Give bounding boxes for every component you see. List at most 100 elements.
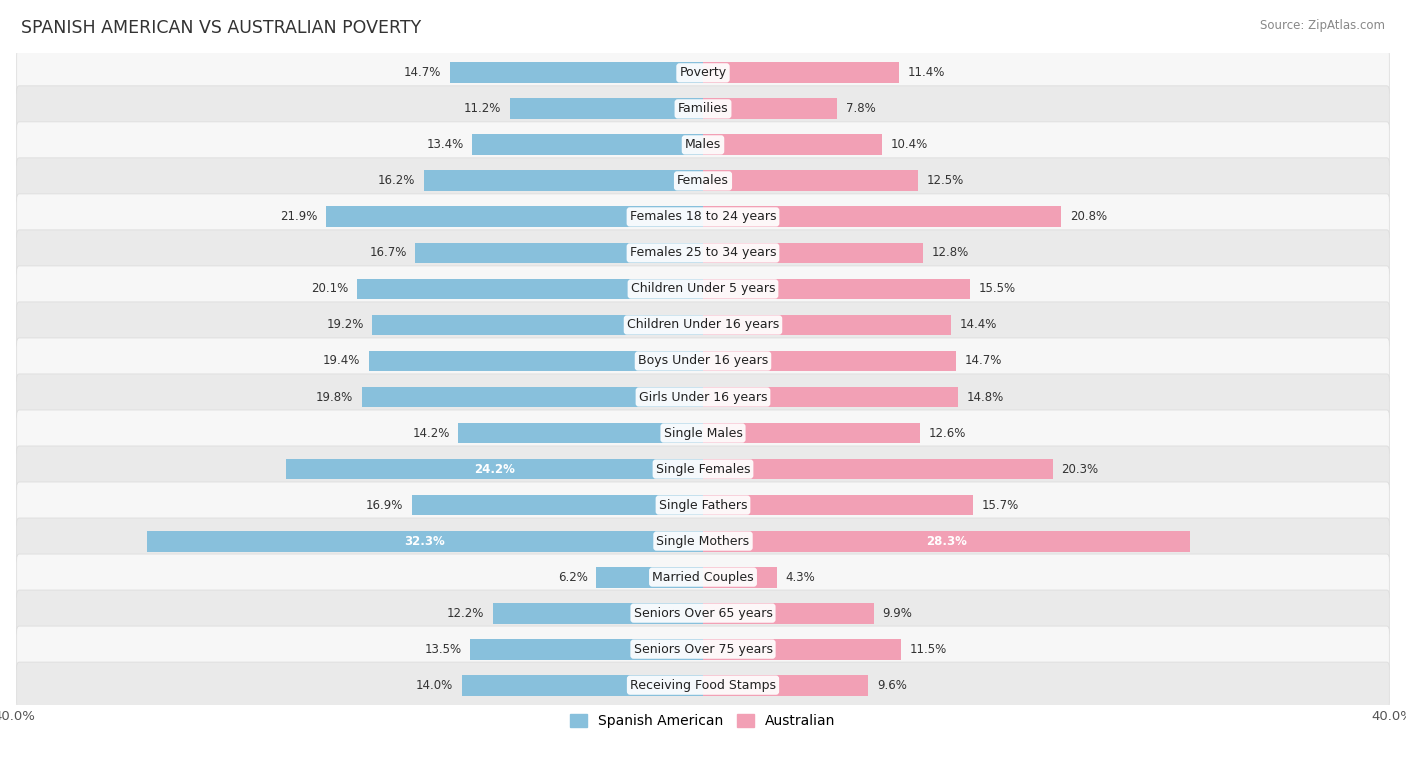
Text: 6.2%: 6.2%	[558, 571, 588, 584]
Bar	[357, 278, 703, 299]
Text: Females 25 to 34 years: Females 25 to 34 years	[630, 246, 776, 259]
Text: 15.5%: 15.5%	[979, 283, 1015, 296]
Text: 12.6%: 12.6%	[928, 427, 966, 440]
Text: 11.2%: 11.2%	[464, 102, 502, 115]
Text: 20.1%: 20.1%	[311, 283, 349, 296]
Text: Receiving Food Stamps: Receiving Food Stamps	[630, 678, 776, 691]
Text: 13.5%: 13.5%	[425, 643, 461, 656]
FancyBboxPatch shape	[17, 230, 1389, 276]
Bar	[703, 134, 882, 155]
Bar	[703, 495, 973, 515]
Bar	[361, 387, 703, 408]
Text: 10.4%: 10.4%	[891, 139, 928, 152]
Text: Girls Under 16 years: Girls Under 16 years	[638, 390, 768, 403]
Bar	[703, 567, 778, 587]
Bar	[458, 422, 703, 443]
Text: Single Mothers: Single Mothers	[657, 534, 749, 547]
Bar	[703, 315, 950, 336]
Bar	[703, 603, 873, 624]
Text: 4.3%: 4.3%	[786, 571, 815, 584]
Bar	[510, 99, 703, 119]
Bar	[326, 206, 703, 227]
FancyBboxPatch shape	[17, 482, 1389, 528]
Text: Children Under 16 years: Children Under 16 years	[627, 318, 779, 331]
FancyBboxPatch shape	[17, 50, 1389, 96]
Bar	[596, 567, 703, 587]
FancyBboxPatch shape	[17, 302, 1389, 348]
Bar	[461, 675, 703, 696]
Text: Females 18 to 24 years: Females 18 to 24 years	[630, 211, 776, 224]
Text: 12.5%: 12.5%	[927, 174, 965, 187]
Text: Single Fathers: Single Fathers	[659, 499, 747, 512]
Text: 7.8%: 7.8%	[846, 102, 876, 115]
Text: 16.9%: 16.9%	[366, 499, 404, 512]
Text: 14.2%: 14.2%	[412, 427, 450, 440]
Text: Single Females: Single Females	[655, 462, 751, 475]
Bar	[703, 99, 838, 119]
Bar	[703, 243, 924, 263]
FancyBboxPatch shape	[17, 446, 1389, 492]
FancyBboxPatch shape	[17, 374, 1389, 420]
Text: Source: ZipAtlas.com: Source: ZipAtlas.com	[1260, 19, 1385, 32]
Bar	[703, 639, 901, 659]
Bar	[703, 675, 869, 696]
Legend: Spanish American, Australian: Spanish American, Australian	[565, 709, 841, 734]
Text: SPANISH AMERICAN VS AUSTRALIAN POVERTY: SPANISH AMERICAN VS AUSTRALIAN POVERTY	[21, 19, 422, 37]
Text: 14.4%: 14.4%	[960, 318, 997, 331]
Bar	[415, 243, 703, 263]
Text: 11.5%: 11.5%	[910, 643, 946, 656]
Text: 24.2%: 24.2%	[474, 462, 515, 475]
Bar	[703, 278, 970, 299]
Bar	[703, 62, 900, 83]
Bar	[450, 62, 703, 83]
Text: Families: Families	[678, 102, 728, 115]
FancyBboxPatch shape	[17, 554, 1389, 600]
Bar	[472, 134, 703, 155]
FancyBboxPatch shape	[17, 122, 1389, 168]
Text: 9.9%: 9.9%	[882, 606, 912, 619]
Text: Married Couples: Married Couples	[652, 571, 754, 584]
FancyBboxPatch shape	[17, 518, 1389, 564]
Text: Seniors Over 65 years: Seniors Over 65 years	[634, 606, 772, 619]
Bar	[703, 459, 1053, 480]
Text: Poverty: Poverty	[679, 67, 727, 80]
Text: Single Males: Single Males	[664, 427, 742, 440]
FancyBboxPatch shape	[17, 86, 1389, 132]
FancyBboxPatch shape	[17, 410, 1389, 456]
Text: 11.4%: 11.4%	[908, 67, 945, 80]
FancyBboxPatch shape	[17, 626, 1389, 672]
Text: 9.6%: 9.6%	[877, 678, 907, 691]
Text: Seniors Over 75 years: Seniors Over 75 years	[634, 643, 772, 656]
Text: 16.2%: 16.2%	[378, 174, 415, 187]
Text: 32.3%: 32.3%	[405, 534, 446, 547]
Text: 14.8%: 14.8%	[966, 390, 1004, 403]
Bar	[373, 315, 703, 336]
Text: 15.7%: 15.7%	[981, 499, 1019, 512]
Text: Males: Males	[685, 139, 721, 152]
Text: 14.7%: 14.7%	[965, 355, 1002, 368]
Text: Children Under 5 years: Children Under 5 years	[631, 283, 775, 296]
Bar	[287, 459, 703, 480]
Bar	[368, 350, 703, 371]
Bar	[703, 531, 1191, 552]
Text: 13.4%: 13.4%	[426, 139, 464, 152]
FancyBboxPatch shape	[17, 194, 1389, 240]
Bar	[425, 171, 703, 191]
Bar	[146, 531, 703, 552]
Bar	[703, 422, 920, 443]
Text: 19.4%: 19.4%	[323, 355, 360, 368]
Text: 14.7%: 14.7%	[404, 67, 441, 80]
FancyBboxPatch shape	[17, 158, 1389, 204]
Text: 12.2%: 12.2%	[447, 606, 484, 619]
Bar	[703, 387, 957, 408]
Bar	[703, 171, 918, 191]
Bar	[703, 350, 956, 371]
Text: 21.9%: 21.9%	[280, 211, 318, 224]
Text: 20.3%: 20.3%	[1062, 462, 1098, 475]
FancyBboxPatch shape	[17, 338, 1389, 384]
Text: 19.2%: 19.2%	[326, 318, 364, 331]
Bar	[703, 206, 1062, 227]
Bar	[412, 495, 703, 515]
Text: 16.7%: 16.7%	[370, 246, 406, 259]
Bar	[494, 603, 703, 624]
